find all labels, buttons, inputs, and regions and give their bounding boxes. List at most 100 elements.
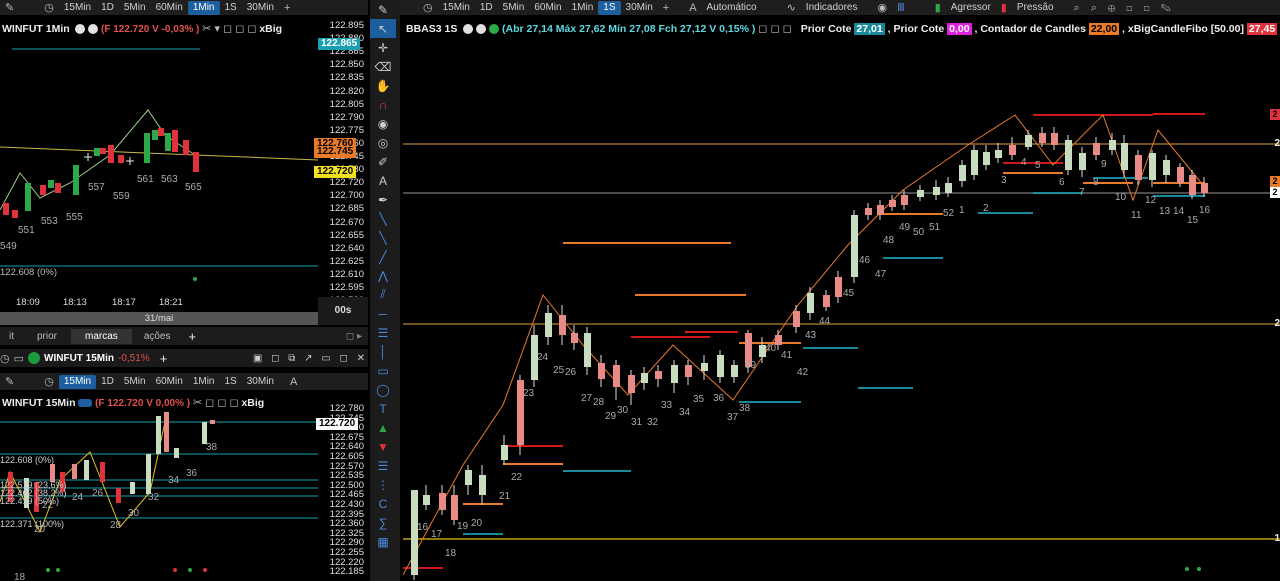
tools-icon[interactable]: ✂ ◻ ◻ ◻ bbox=[192, 397, 239, 409]
trend-icon[interactable]: ╱ bbox=[379, 249, 387, 264]
price-label: 122.430 bbox=[329, 499, 364, 510]
ellipse-icon[interactable]: ◯ bbox=[376, 382, 390, 397]
tf-30min[interactable]: 30Min bbox=[246, 375, 274, 387]
tab-marcas[interactable]: marcas bbox=[71, 328, 132, 344]
polyline-icon[interactable]: ⋀ bbox=[378, 268, 388, 283]
pencil-icon[interactable]: ✎ bbox=[5, 375, 15, 388]
line-icon[interactable]: ╲ bbox=[379, 211, 387, 226]
clock-icon[interactable]: ◷ bbox=[0, 352, 10, 365]
tf-1s[interactable]: 1S bbox=[598, 0, 621, 15]
arrow-up-icon[interactable]: ▲ bbox=[377, 420, 389, 435]
gann-icon[interactable]: ∑ bbox=[378, 515, 388, 530]
tf-1min[interactable]: 1Min bbox=[571, 1, 594, 13]
tab-it[interactable]: it bbox=[9, 330, 14, 342]
magnet-icon[interactable]: ∩ bbox=[378, 97, 388, 112]
arrow-down-icon[interactable]: ▼ bbox=[377, 439, 389, 454]
pencil-icon[interactable]: ✎ bbox=[377, 2, 389, 17]
indicators-icon[interactable]: ∿ bbox=[786, 1, 796, 14]
tf-1d[interactable]: 1D bbox=[101, 375, 114, 387]
close-icon[interactable] bbox=[463, 24, 474, 35]
eye-icon[interactable]: ◉ bbox=[377, 116, 389, 131]
tf-1s[interactable]: 1S bbox=[224, 1, 237, 13]
left-chart1-info: (F 122.720 V -0,03% ) bbox=[101, 24, 200, 35]
pressure-icon[interactable]: ▮ bbox=[1000, 1, 1007, 14]
pressure-button[interactable]: Pressão bbox=[1016, 1, 1054, 13]
tf-1s[interactable]: 1S bbox=[224, 375, 237, 387]
tf-1d[interactable]: 1D bbox=[479, 1, 493, 13]
ruler-icon[interactable]: ▦ bbox=[377, 534, 389, 549]
aggressor-button[interactable]: Agressor bbox=[950, 1, 991, 13]
minimize-icon[interactable]: ▭ bbox=[13, 352, 25, 365]
tf-30min[interactable]: 30Min bbox=[625, 1, 653, 13]
clock-icon[interactable]: ◷ bbox=[44, 375, 54, 388]
brush-icon[interactable]: ✐ bbox=[377, 154, 389, 169]
tf-60min[interactable]: 60Min bbox=[155, 1, 183, 13]
date-bar[interactable]: 31/mai bbox=[0, 312, 318, 325]
add-icon[interactable]: + bbox=[662, 1, 670, 14]
zoom-controls-icon[interactable]: ⌕ ⌕ ⊕ ◻ ◻ ✎ bbox=[1073, 1, 1175, 14]
candle-number: 14 bbox=[1173, 206, 1185, 217]
rect-icon[interactable]: ▭ bbox=[377, 363, 389, 378]
candle bbox=[717, 355, 724, 377]
main-chart[interactable]: BBAS3 1S (Abr 27,14 Máx 27,62 Mín 27,08 … bbox=[403, 15, 1280, 581]
settings-icon[interactable] bbox=[88, 24, 99, 35]
tf-15min[interactable]: 15Min bbox=[58, 374, 97, 389]
ray-icon[interactable]: ╲ bbox=[379, 230, 387, 245]
tf-60min[interactable]: 60Min bbox=[155, 375, 183, 387]
tf-5min[interactable]: 5Min bbox=[123, 375, 146, 387]
cursor-icon[interactable]: ↖ bbox=[370, 19, 396, 38]
add-icon[interactable]: + bbox=[283, 1, 291, 14]
zoom-label[interactable]: 00s bbox=[318, 297, 368, 325]
channel-icon[interactable]: ⫽ bbox=[380, 287, 386, 301]
tab-acoes[interactable]: ações bbox=[143, 330, 171, 342]
left-chart2[interactable]: WINFUT 15Min (F 122.720 V 0,00% ) ✂ ◻ ◻ … bbox=[0, 392, 318, 581]
scroll-tabs-icon[interactable]: ◻ ▸ bbox=[345, 330, 362, 342]
auto-scale-button[interactable]: Automático bbox=[706, 1, 757, 13]
add-window-button[interactable]: + bbox=[159, 350, 168, 366]
candle-number: 36 bbox=[186, 468, 198, 479]
fib-fan-icon[interactable]: ⋮ bbox=[377, 477, 389, 492]
hline-icon[interactable]: ─ bbox=[378, 306, 388, 321]
tf-15min[interactable]: 15Min bbox=[63, 1, 92, 13]
hand-icon[interactable]: ✋ bbox=[375, 78, 391, 93]
tools-icon[interactable]: ◻ ◻ ◻ bbox=[758, 23, 792, 35]
pencil-icon[interactable]: ✎ bbox=[5, 1, 15, 14]
eye-icon[interactable]: ◉ bbox=[877, 1, 888, 14]
tools-icon[interactable]: ✂ ▾ ◻ ◻ ◻ bbox=[202, 23, 257, 35]
add-tab-button[interactable]: + bbox=[188, 328, 197, 344]
settings-icon[interactable] bbox=[476, 24, 487, 35]
indicators-button[interactable]: Indicadores bbox=[805, 1, 858, 13]
crosshair-icon[interactable]: ✛ bbox=[377, 40, 389, 55]
tf-15min[interactable]: 15Min bbox=[442, 1, 470, 13]
pen-icon[interactable]: ✒ bbox=[377, 192, 389, 207]
tf-1min[interactable]: 1Min bbox=[192, 375, 215, 387]
price-label: 122.835 bbox=[329, 72, 364, 84]
eraser-icon[interactable]: ⌫ bbox=[374, 59, 392, 74]
text-box-icon[interactable]: A bbox=[378, 173, 387, 188]
fib-icon[interactable]: ☰ bbox=[377, 458, 389, 473]
mode-icon[interactable]: A bbox=[689, 1, 697, 14]
clock-icon[interactable]: ◷ bbox=[44, 1, 54, 14]
hlines-icon[interactable]: ☰ bbox=[377, 325, 389, 340]
tf-5min[interactable]: 5Min bbox=[502, 1, 525, 13]
clock-icon[interactable]: ◷ bbox=[423, 1, 433, 14]
target-icon[interactable]: ◎ bbox=[377, 135, 389, 150]
tf-30min[interactable]: 30Min bbox=[246, 1, 274, 13]
text-icon[interactable]: T bbox=[379, 401, 387, 416]
aggressor-icon[interactable]: ▮ bbox=[934, 1, 941, 14]
close-icon[interactable] bbox=[75, 24, 86, 35]
window-controls-icon[interactable]: ▣ ◻ ⧉ ↗ ▭ ◻ ✕ bbox=[252, 352, 368, 364]
cycle-icon[interactable]: C bbox=[378, 496, 388, 511]
fib-label: 122.608 (0%) bbox=[0, 267, 58, 278]
strategy-icon[interactable]: Ⅲ bbox=[897, 1, 905, 14]
tf-1d[interactable]: 1D bbox=[101, 1, 114, 13]
tf-1min[interactable]: 1Min bbox=[187, 0, 220, 15]
tf-60min[interactable]: 60Min bbox=[534, 1, 562, 13]
left-chart1[interactable]: WINFUT 1Min (F 122.720 V -0,03% ) ✂ ▾ ◻ … bbox=[0, 15, 318, 312]
tf-5min[interactable]: 5Min bbox=[123, 1, 146, 13]
candle-number: 5 bbox=[1035, 160, 1041, 171]
tab-prior[interactable]: prior bbox=[37, 330, 58, 342]
vline-icon[interactable]: │ bbox=[379, 344, 387, 359]
time-label: 18:13 bbox=[63, 297, 87, 308]
mode-icon[interactable]: A bbox=[289, 375, 298, 388]
